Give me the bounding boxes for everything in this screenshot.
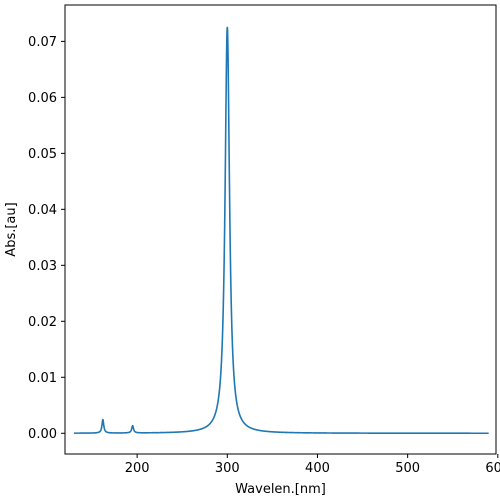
x-tick-label: 400 (305, 461, 330, 476)
plot-frame (64, 4, 497, 455)
spectrum-line (73, 26, 490, 435)
y-tick-label: 0.02 (28, 315, 57, 330)
x-axis-ticks: 200 300 400 500 600 (125, 454, 500, 476)
x-axis-label: Wavelen.[nm] (235, 482, 326, 497)
y-tick-label: 0.01 (28, 371, 57, 386)
x-tick-label: 500 (395, 461, 420, 476)
y-tick-label: 0.03 (28, 259, 57, 274)
y-axis-label: Abs.[au] (4, 202, 19, 256)
y-tick-label: 0.05 (28, 147, 57, 162)
y-tick-label: 0.07 (28, 35, 57, 50)
y-axis-ticks: 0.00 0.01 0.02 0.03 0.04 0.05 0.06 0.07 (28, 35, 65, 442)
x-tick-label: 200 (125, 461, 150, 476)
x-tick-label: 300 (215, 461, 240, 476)
x-tick-label: 600 (485, 461, 500, 476)
y-tick-label: 0.06 (28, 91, 57, 106)
plot-area (73, 26, 490, 435)
y-tick-label: 0.04 (28, 203, 57, 218)
y-tick-label: 0.00 (28, 427, 57, 442)
